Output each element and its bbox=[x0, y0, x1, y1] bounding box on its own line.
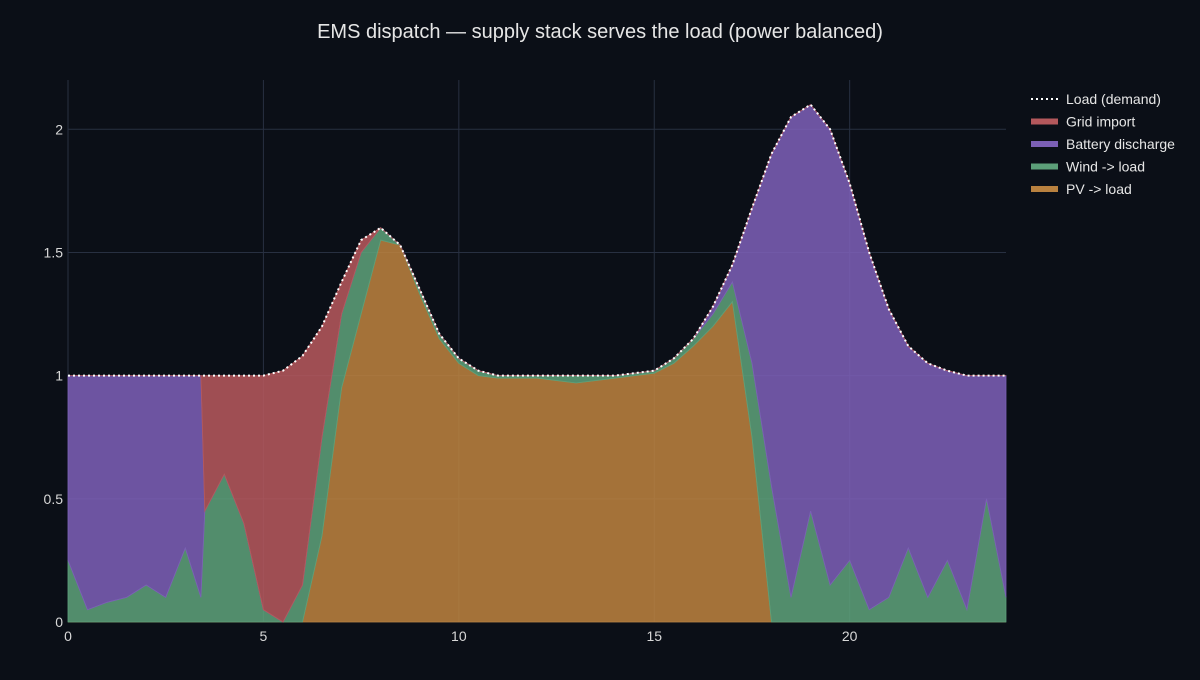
legend-item-battery-discharge[interactable]: Battery discharge bbox=[1031, 136, 1175, 152]
x-tick-label: 0 bbox=[64, 628, 72, 644]
legend-layer[interactable]: Load (demand) Grid import Battery discharg… bbox=[1031, 91, 1175, 197]
legend-item-pv-load[interactable]: PV -> load bbox=[1031, 181, 1132, 197]
legend-label: Grid import bbox=[1066, 114, 1135, 130]
x-tick-label: 10 bbox=[451, 628, 467, 644]
legend-item-grid-import[interactable]: Grid import bbox=[1031, 114, 1135, 130]
y-tick-label: 1 bbox=[55, 368, 63, 384]
legend-item-wind-load[interactable]: Wind -> load bbox=[1031, 159, 1145, 175]
legend-swatch bbox=[1031, 163, 1058, 170]
legend-label: Wind -> load bbox=[1066, 159, 1145, 175]
area-grid-import bbox=[68, 104, 1006, 623]
legend-label: Load (demand) bbox=[1066, 91, 1161, 107]
x-tick-label: 20 bbox=[842, 628, 858, 644]
y-tick-label: 0 bbox=[55, 614, 63, 630]
legend-swatch bbox=[1031, 141, 1058, 147]
x-tick-label: 5 bbox=[260, 628, 268, 644]
axis-layer: 0 5 10 15 20 0 0.5 1 1.5 2 bbox=[44, 121, 858, 644]
y-tick-label: 2 bbox=[55, 121, 63, 137]
legend-swatch bbox=[1031, 186, 1058, 192]
chart-title: EMS dispatch — supply stack serves the l… bbox=[317, 21, 883, 43]
line-layer bbox=[68, 103, 1006, 377]
x-tick-label: 15 bbox=[646, 628, 662, 644]
legend-item-load-demand[interactable]: Load (demand) bbox=[1031, 91, 1161, 107]
line-load-demand bbox=[68, 103, 1006, 377]
y-tick-label: 1.5 bbox=[44, 244, 64, 260]
area-layer bbox=[67, 104, 1007, 623]
legend-label: Battery discharge bbox=[1066, 136, 1175, 152]
legend-label: PV -> load bbox=[1066, 181, 1132, 197]
legend-swatch bbox=[1031, 118, 1058, 125]
y-tick-label: 0.5 bbox=[44, 491, 64, 507]
